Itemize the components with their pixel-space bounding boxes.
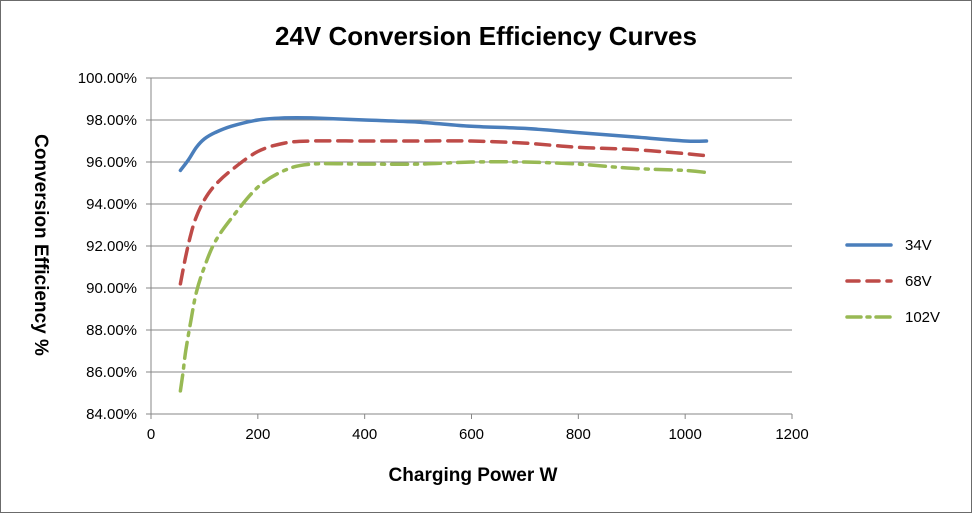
legend: 34V 68V 102V [845,237,940,326]
series-line-34v [178,115,709,173]
y-axis-title: Conversion Efficiency % [30,134,51,356]
y-tick-label: 86.00% [86,364,137,381]
x-axis-title: Charging Power W [389,465,558,486]
y-tick-label: 100.00% [78,70,137,87]
y-tick-label: 88.00% [86,322,137,339]
x-tick-label: 1200 [775,426,808,443]
chart-title: 24V Conversion Efficiency Curves [275,21,697,51]
y-tick-label: 96.00% [86,154,137,171]
legend-label-34v: 34V [905,237,932,254]
legend-label-68v: 68V [905,273,932,290]
y-tick-label: 98.00% [86,112,137,129]
x-tick-label: 200 [245,426,270,443]
series-line-68v [178,139,709,286]
x-tick-label: 1000 [668,426,701,443]
y-tick-label: 90.00% [86,280,137,297]
x-tick-label: 800 [566,426,591,443]
series-line-102v [178,160,709,393]
y-tick-label: 84.00% [86,406,137,423]
x-tick-label: 600 [459,426,484,443]
x-tick-label: 0 [147,426,155,443]
y-tick-label: 94.00% [86,196,137,213]
y-tick-label: 92.00% [86,238,137,255]
plot-area: 84.00% 86.00% 88.00% 90.00% 92.00% 94.00% 96.0… [78,70,809,443]
x-tick-label: 400 [352,426,377,443]
legend-label-102v: 102V [905,309,940,326]
